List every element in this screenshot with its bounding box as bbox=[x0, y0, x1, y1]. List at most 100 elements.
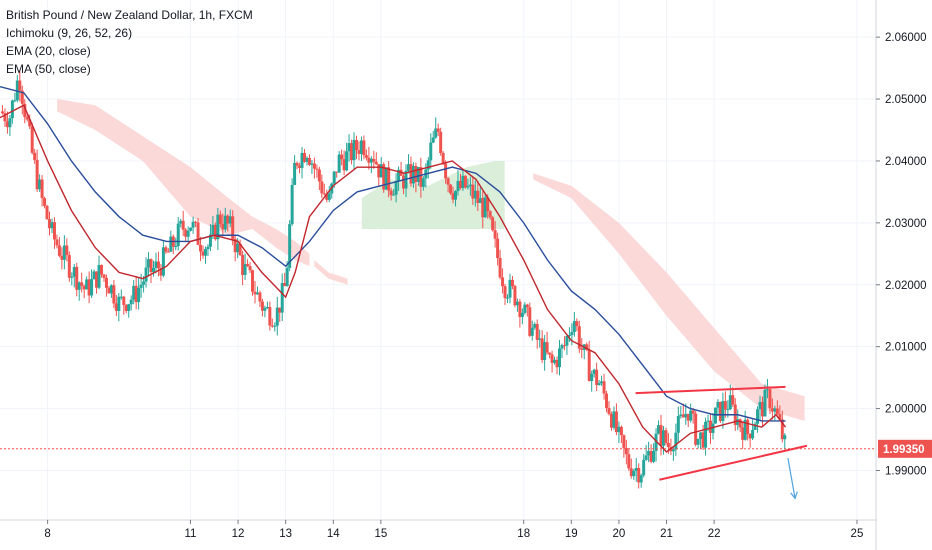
candle-body bbox=[416, 167, 420, 183]
candle-body bbox=[557, 348, 561, 368]
candle-body bbox=[25, 117, 29, 120]
candle-body bbox=[671, 449, 675, 452]
candle-body bbox=[369, 158, 373, 163]
candle-body bbox=[10, 100, 14, 119]
candle-body bbox=[92, 271, 96, 280]
candle-body bbox=[617, 426, 621, 433]
triangle-upper-line bbox=[635, 385, 786, 395]
candle-body bbox=[758, 401, 762, 410]
candle-body bbox=[18, 80, 22, 91]
candle-body bbox=[570, 332, 574, 336]
cloud-region bbox=[314, 260, 348, 285]
time-axis[interactable]: 8 11 12 13 14 15 18 19 20 21 22 25 bbox=[0, 519, 876, 540]
candle-body bbox=[367, 157, 371, 163]
candle-body bbox=[345, 151, 349, 171]
candle-body bbox=[107, 287, 111, 294]
candle-body bbox=[77, 282, 81, 290]
candle-body bbox=[659, 425, 663, 446]
candle-body bbox=[746, 419, 750, 434]
candle-body bbox=[357, 150, 361, 154]
y-tick-label: 2.03000 bbox=[885, 218, 927, 230]
candle-body bbox=[409, 164, 413, 184]
candle-body bbox=[35, 159, 39, 190]
candle-body bbox=[458, 180, 462, 189]
candle-body bbox=[33, 152, 37, 160]
candle-body bbox=[389, 190, 393, 196]
candle-body bbox=[174, 246, 178, 248]
candle-body bbox=[654, 433, 658, 451]
candle-body bbox=[184, 229, 188, 237]
candle-body bbox=[5, 121, 9, 128]
y-tick-label: 2.06000 bbox=[885, 32, 927, 44]
candle-body bbox=[300, 152, 304, 168]
candle-body bbox=[151, 267, 155, 273]
candle-body bbox=[305, 157, 309, 162]
candle-body bbox=[127, 304, 131, 312]
candle-body bbox=[595, 369, 599, 386]
candle-body bbox=[439, 131, 443, 154]
candle-body bbox=[228, 216, 232, 224]
candle-body bbox=[387, 167, 391, 191]
candle-body bbox=[161, 247, 165, 276]
candle-body bbox=[104, 277, 108, 288]
candle-body bbox=[226, 215, 230, 224]
candle-body bbox=[600, 381, 604, 384]
x-tick-label: 15 bbox=[374, 528, 387, 540]
x-tick-label: 11 bbox=[184, 528, 196, 540]
candle-body bbox=[471, 184, 475, 199]
candle-body bbox=[444, 163, 448, 179]
candle-body bbox=[248, 266, 252, 271]
x-tick-label: 14 bbox=[327, 528, 340, 540]
candle-body bbox=[535, 324, 539, 340]
x-tick-label: 13 bbox=[279, 528, 292, 540]
candle-body bbox=[189, 227, 193, 231]
candle-body bbox=[515, 301, 519, 306]
candle-body bbox=[773, 408, 777, 412]
candle-body bbox=[503, 286, 507, 299]
candle-body bbox=[166, 251, 170, 253]
candle-body bbox=[90, 279, 94, 296]
candle-body bbox=[335, 171, 339, 173]
candle-body bbox=[520, 312, 524, 317]
price-axis[interactable]: 2.06000 2.05000 2.04000 2.03000 2.02000 2.010… bbox=[875, 0, 932, 550]
legend-title: British Pound / New Zealand Dollar, 1h, … bbox=[6, 8, 253, 22]
candle-body bbox=[263, 308, 267, 311]
candle-body bbox=[770, 408, 774, 412]
candle-body bbox=[657, 425, 661, 434]
candle-body bbox=[684, 413, 688, 418]
legend-ema50[interactable]: EMA (50, close) bbox=[6, 62, 91, 76]
candle-body bbox=[342, 159, 346, 171]
candle-body bbox=[674, 432, 678, 450]
candle-body bbox=[109, 285, 113, 294]
candle-body bbox=[642, 459, 646, 476]
y-tick-label: 2.00000 bbox=[885, 404, 927, 416]
candle-body bbox=[317, 169, 321, 182]
candle-body bbox=[612, 411, 616, 428]
candle-body bbox=[70, 276, 74, 278]
candle-body bbox=[763, 389, 767, 417]
candle-body bbox=[637, 467, 641, 483]
candle-body bbox=[565, 335, 569, 346]
candle-body bbox=[716, 401, 720, 408]
candle-body bbox=[510, 279, 514, 287]
candle-body bbox=[441, 153, 445, 164]
candle-body bbox=[325, 194, 329, 200]
candle-body bbox=[562, 345, 566, 347]
candle-body bbox=[738, 419, 742, 428]
candle-body bbox=[295, 162, 299, 166]
candle-body bbox=[652, 450, 656, 462]
candle-body bbox=[553, 359, 557, 363]
candle-body bbox=[483, 197, 487, 218]
legend-ichimoku[interactable]: Ichimoku (9, 26, 52, 26) bbox=[6, 26, 133, 40]
candle-body bbox=[55, 239, 59, 246]
candle-body bbox=[560, 345, 564, 349]
candle-body bbox=[57, 245, 61, 256]
candle-body bbox=[149, 259, 153, 273]
candle-body bbox=[132, 285, 136, 300]
candle-body bbox=[241, 255, 245, 275]
candle-body bbox=[605, 393, 609, 409]
candle-body bbox=[723, 401, 727, 410]
legend-ema20[interactable]: EMA (20, close) bbox=[6, 44, 91, 58]
candle-body bbox=[713, 407, 717, 424]
